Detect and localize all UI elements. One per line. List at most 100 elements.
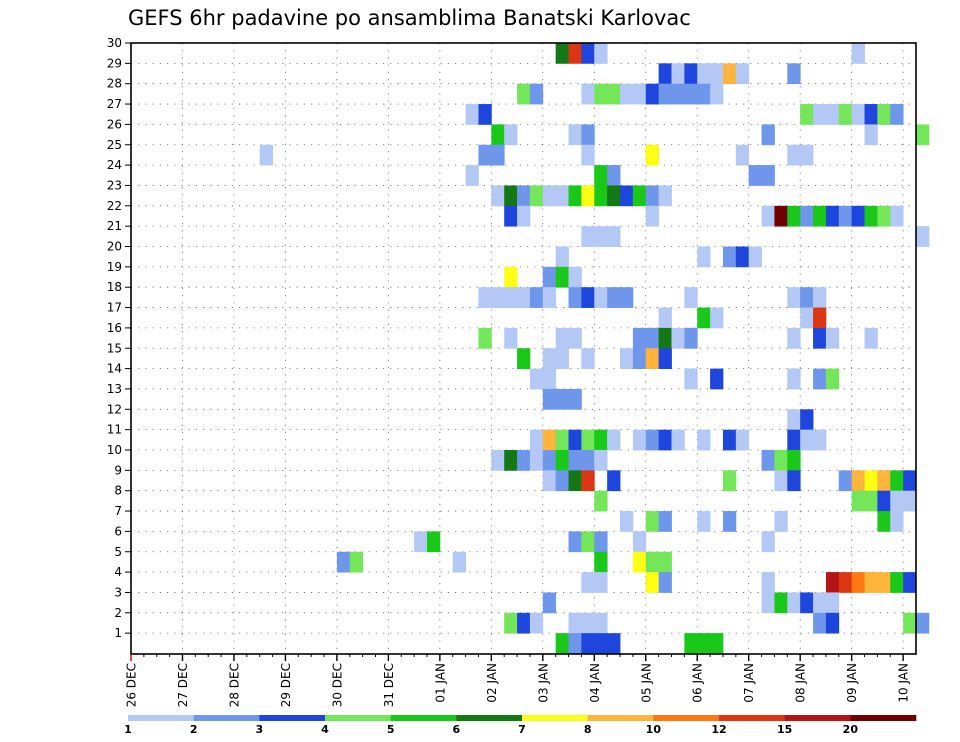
y-tick-label: 4 [114, 565, 122, 579]
legend-label: 1 [124, 723, 132, 736]
heatmap-cell [684, 633, 698, 654]
y-tick-label: 30 [107, 36, 122, 50]
y-tick-label: 3 [114, 585, 122, 599]
heatmap-cell [813, 205, 827, 227]
heatmap-cell [735, 246, 750, 268]
heatmap-cell [581, 470, 595, 492]
heatmap-cell [697, 511, 711, 532]
heatmap-cell [774, 470, 788, 492]
y-tick-label: 28 [107, 77, 122, 91]
heatmap-cell [581, 287, 595, 308]
heatmap-cell [504, 205, 518, 227]
heatmap-cell [555, 327, 569, 349]
heatmap-cell [555, 633, 569, 654]
heatmap-cell [864, 104, 878, 125]
heatmap-cell [710, 63, 724, 85]
heatmap-cell [504, 124, 518, 146]
heatmap-cell [542, 592, 557, 614]
heatmap-cell [671, 327, 685, 349]
heatmap-cell [813, 104, 827, 125]
y-tick-label: 7 [114, 504, 122, 518]
heatmap-cell [517, 83, 531, 105]
heatmap-cell [594, 633, 608, 654]
legend-swatch [653, 715, 720, 721]
heatmap-cell [568, 266, 582, 288]
heatmap-cell [645, 572, 660, 593]
heatmap-cell [517, 612, 531, 634]
heatmap-cell [825, 592, 840, 614]
heatmap-cell [813, 327, 827, 349]
heatmap-cell [620, 287, 634, 308]
heatmap-cell [517, 348, 531, 369]
x-tick-label: 06 JAN [691, 663, 705, 703]
heatmap-cell [864, 327, 878, 349]
heatmap-cell [491, 124, 505, 146]
heatmap-cell [594, 83, 608, 105]
heatmap-cell [568, 388, 582, 410]
heatmap-cell [710, 633, 724, 654]
y-tick-label: 22 [107, 199, 122, 213]
heatmap-cell [787, 429, 801, 451]
heatmap-cell [697, 83, 711, 105]
y-tick-label: 14 [107, 362, 122, 376]
heatmap-cell [671, 83, 685, 105]
heatmap-cell [632, 327, 647, 349]
legend-swatch [259, 715, 326, 721]
heatmap-cell [787, 287, 801, 308]
heatmap-cell [710, 83, 724, 105]
heatmap-cell [864, 572, 878, 593]
heatmap-cell [632, 83, 647, 105]
heatmap-cell [825, 104, 840, 125]
heatmap-cell [903, 572, 917, 593]
heatmap-cell [813, 612, 827, 634]
heatmap-cell [761, 165, 775, 186]
y-tick-label: 6 [114, 524, 122, 538]
heatmap-cell [825, 327, 840, 349]
heatmap-cell [774, 205, 788, 227]
heatmap-cell [568, 470, 582, 492]
heatmap-cell [542, 185, 557, 207]
heatmap-cell [877, 470, 891, 492]
heatmap-cell [504, 327, 518, 349]
heatmap-cell [658, 551, 672, 573]
heatmap-cell [594, 165, 608, 186]
heatmap-cell [748, 165, 762, 186]
y-tick-label: 25 [107, 138, 122, 152]
legend-swatch [522, 715, 588, 721]
heatmap-cell [658, 511, 672, 532]
heatmap-cell [568, 327, 582, 349]
heatmap-cell [555, 450, 569, 471]
x-tick-label: 30 DEC [330, 663, 344, 707]
heatmap-cell [877, 490, 891, 512]
heatmap-cell [761, 205, 775, 227]
x-tick-label: 07 JAN [742, 663, 756, 703]
heatmap-cell [517, 185, 531, 207]
heatmap-cell [916, 124, 930, 146]
heatmap-cell [529, 450, 544, 471]
heatmap-cell [594, 531, 608, 553]
heatmap-cell [632, 348, 647, 369]
heatmap-cell [800, 104, 814, 125]
heatmap-cell [504, 450, 518, 471]
legend-label: 4 [321, 723, 329, 736]
heatmap-cell [851, 490, 865, 512]
heatmap-cell [825, 572, 840, 593]
heatmap-cell [838, 205, 853, 227]
heatmap-cell [542, 287, 557, 308]
heatmap-cell [684, 368, 698, 390]
heatmap-cell [658, 429, 672, 451]
heatmap-cell [568, 43, 582, 64]
heatmap-cell [529, 287, 544, 308]
legend-label: 2 [190, 723, 198, 736]
legend-swatch [325, 715, 391, 721]
heatmap-cell [916, 612, 930, 634]
heatmap-cell [594, 490, 608, 512]
heatmap-cell [542, 348, 557, 369]
heatmap-cell [735, 144, 750, 166]
heatmap-cell [568, 185, 582, 207]
heatmap-cell [787, 144, 801, 166]
legend-label: 3 [256, 723, 264, 736]
heatmap-cell [568, 450, 582, 471]
heatmap-cell [555, 348, 569, 369]
legend-label: 8 [584, 723, 592, 736]
